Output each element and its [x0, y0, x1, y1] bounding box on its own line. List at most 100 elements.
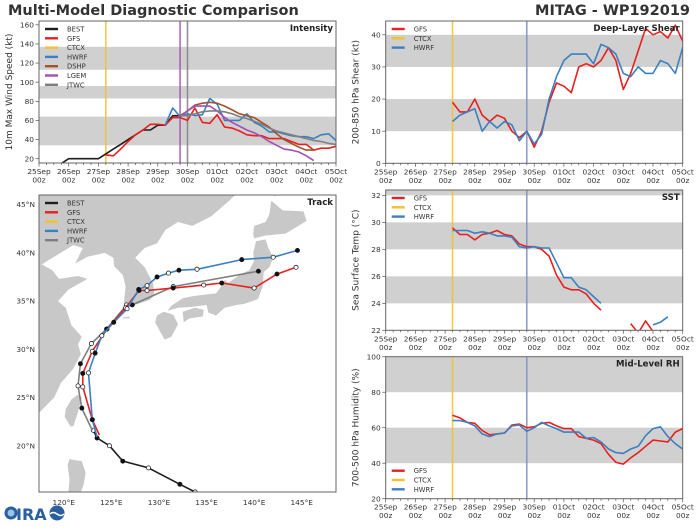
shaded-band: [385, 276, 683, 304]
x-tick-hour: 00z: [498, 176, 511, 185]
track-point-hwrf: [270, 254, 276, 260]
track-point-gfs: [144, 288, 150, 293]
panel-title: Mid-Level RH: [616, 360, 680, 370]
lat-tick-label: 35°N: [16, 297, 35, 306]
x-tick-label: 28Sep 00z: [463, 167, 487, 185]
x-tick-date: 03Oct: [612, 334, 634, 343]
cira-logo: IRA: [4, 505, 65, 524]
x-tick-hour: 00z: [498, 511, 511, 520]
legend-label-hwrf: HWRF: [414, 486, 435, 494]
x-tick-date: 30Sep: [523, 503, 547, 512]
x-tick-hour: 00z: [468, 176, 481, 185]
x-tick-date: 04Oct: [642, 334, 664, 343]
lat-tick-label: 40°N: [16, 248, 35, 257]
y-tick-label: 22: [371, 326, 380, 335]
x-tick-label: 03Oct 00z: [266, 167, 288, 185]
x-tick-hour: 00z: [409, 176, 422, 185]
x-tick-label: 05Oct 00z: [672, 334, 694, 352]
x-tick-label: 27Sep 00z: [433, 503, 457, 521]
track-point-hwrf: [154, 274, 160, 280]
legend-label-hwrf: HWRF: [67, 227, 88, 235]
track-point-jtwc: [88, 341, 94, 346]
x-tick-hour: 00z: [329, 176, 342, 185]
x-tick-date: 29Sep: [493, 334, 517, 343]
y-tick-label: 140: [20, 40, 34, 49]
series-line-gfs: [451, 24, 683, 148]
x-tick-hour: 00z: [646, 176, 659, 185]
legend-label-gfs: GFS: [414, 195, 427, 203]
y-axis-label: Sea Surface Temp (°C): [352, 209, 362, 310]
x-tick-date: 05Oct: [672, 167, 694, 176]
track-point-jtwc: [77, 361, 83, 367]
track-point-hwrf: [86, 370, 91, 376]
x-tick-hour: 00z: [587, 343, 600, 352]
legend-label-best: BEST: [67, 26, 85, 34]
x-tick-date: 04Oct: [295, 167, 317, 176]
panel-title: SST: [662, 193, 680, 203]
x-tick-label: 26Sep 00z: [404, 167, 428, 185]
series-line-hwrf: [164, 97, 336, 142]
x-tick-label: 25Sep 00z: [374, 334, 398, 352]
x-tick-hour: 00z: [528, 511, 541, 520]
land-kyushu: [155, 311, 178, 340]
track-point-gfs: [293, 264, 299, 270]
x-tick-label: 27Sep 00z: [87, 167, 111, 185]
series-line-hwrf: [451, 43, 683, 145]
rh-plot-area: [385, 356, 683, 499]
track-point-best: [120, 458, 126, 464]
track-point-hwrf: [124, 306, 130, 312]
legend-label-jtwc: JTWC: [66, 81, 85, 89]
lon-tick-label: 140°E: [243, 498, 266, 507]
x-tick-date: 01Oct: [553, 334, 575, 343]
legend-label-ctcx: CTCX: [67, 218, 85, 226]
x-tick-date: 30Sep: [523, 167, 547, 176]
shear-plot-area: [385, 21, 683, 164]
legend-label-lgem: LGEM: [67, 72, 86, 80]
shaded-band: [385, 356, 683, 393]
track-point-hwrf: [92, 350, 98, 356]
y-tick-label: 32: [371, 191, 380, 200]
x-tick-date: 26Sep: [57, 167, 81, 176]
track-point-best: [177, 481, 183, 487]
x-tick-hour: 00z: [617, 176, 630, 185]
land-shikoku: [182, 307, 204, 323]
land-taiwan: [64, 394, 82, 427]
panel-title: Intensity: [290, 24, 334, 34]
y-tick-label: 80: [25, 97, 35, 106]
x-tick-date: 03Oct: [612, 503, 634, 512]
y-tick-label: 60: [371, 423, 381, 432]
y-tick-label: 40: [371, 459, 381, 468]
x-tick-label: 02Oct 00z: [583, 334, 605, 352]
x-tick-label: 27Sep 00z: [433, 334, 457, 352]
lat-tick-label: 45°N: [16, 200, 35, 209]
x-tick-date: 02Oct: [583, 503, 605, 512]
x-tick-date: 25Sep: [27, 167, 51, 176]
x-tick-label: 05Oct 00z: [672, 503, 694, 521]
x-tick-label: 29Sep 00z: [493, 167, 517, 185]
x-tick-date: 01Oct: [553, 167, 575, 176]
x-tick-label: 04Oct 00z: [295, 167, 317, 185]
x-tick-date: 29Sep: [493, 167, 517, 176]
x-tick-date: 03Oct: [266, 167, 288, 176]
shaded-band: [385, 427, 683, 464]
track-point-gfs: [201, 282, 207, 288]
lat-tick-label: 30°N: [16, 345, 35, 354]
track-point-gfs: [80, 370, 86, 376]
y-axis-label: 10m Max Wind Speed (kt): [5, 34, 15, 151]
legend-label-gfs: GFS: [414, 26, 427, 34]
x-tick-label: 01Oct 00z: [553, 334, 575, 352]
x-tick-date: 27Sep: [87, 167, 111, 176]
x-tick-hour: 00z: [438, 511, 451, 520]
x-tick-label: 29Sep 00z: [493, 503, 517, 521]
x-tick-label: 01Oct 00z: [553, 167, 575, 185]
y-tick-label: 30: [371, 63, 381, 72]
x-tick-label: 28Sep 00z: [116, 167, 140, 185]
x-tick-date: 05Oct: [672, 334, 694, 343]
track-point-gfs: [80, 384, 86, 390]
x-tick-date: 02Oct: [583, 334, 605, 343]
x-tick-hour: 00z: [468, 343, 481, 352]
x-tick-label: 01Oct 00z: [553, 503, 575, 521]
x-tick-date: 03Oct: [612, 167, 634, 176]
shaded-band: [385, 99, 683, 132]
